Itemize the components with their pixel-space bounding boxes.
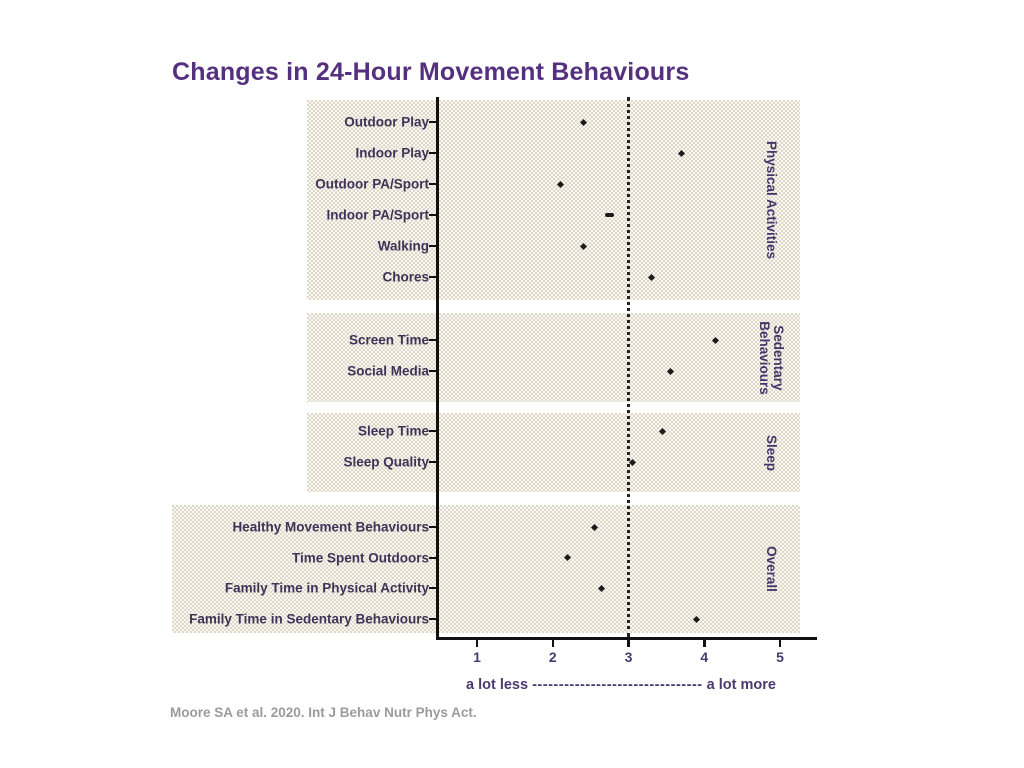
category-label: Screen Time — [348, 332, 429, 348]
category-label: Outdoor Play — [344, 114, 429, 130]
category-label: Social Media — [347, 363, 429, 379]
data-point — [605, 213, 615, 217]
y-axis-tick — [429, 245, 437, 247]
y-axis-tick — [429, 556, 437, 559]
x-axis-tick — [703, 640, 706, 647]
x-axis-note-dashes: -------------------------------- — [532, 677, 703, 693]
x-axis-tick-label: 2 — [548, 649, 557, 665]
section-label: Sleep — [764, 434, 779, 471]
x-axis-line — [436, 637, 817, 640]
y-axis-tick — [429, 121, 437, 123]
category-label: Outdoor PA/Sport — [315, 176, 429, 192]
y-axis-tick — [429, 587, 437, 590]
section-label: Overall — [764, 546, 779, 592]
chart-title: Changes in 24-Hour Movement Behaviours — [172, 58, 690, 86]
x-axis-tick-label: 4 — [700, 649, 709, 665]
citation-text: Moore SA et al. 2020. Int J Behav Nutr P… — [170, 705, 477, 720]
y-axis-tick — [429, 461, 437, 463]
y-axis-tick — [429, 430, 437, 432]
category-label: Indoor Play — [355, 145, 429, 161]
x-axis-tick-label: 1 — [473, 649, 481, 665]
category-label: Chores — [382, 269, 429, 285]
section-label: Sedentary Behaviours — [757, 320, 786, 395]
plot-band — [172, 505, 800, 633]
x-axis-tick — [627, 640, 630, 647]
plot-band — [307, 100, 800, 300]
reference-line-neutral — [627, 97, 630, 637]
plot-band — [307, 313, 800, 402]
x-axis-tick-label: 5 — [776, 649, 784, 665]
category-label: Walking — [377, 238, 429, 254]
x-axis-note-more: a lot more — [706, 677, 776, 693]
category-label: Time Spent Outdoors — [291, 550, 429, 566]
y-axis-tick — [429, 370, 437, 372]
x-axis-tick — [778, 640, 782, 647]
section-label: Physical Activities — [764, 140, 779, 260]
x-axis-tick-label: 3 — [624, 649, 633, 665]
y-axis-tick — [429, 526, 437, 528]
category-label: Family Time in Physical Activity — [224, 580, 429, 596]
y-axis-tick — [429, 183, 437, 185]
x-axis-note-less: a lot less — [466, 677, 529, 693]
plot-band — [307, 413, 800, 492]
category-label: Sleep Quality — [343, 454, 429, 470]
category-label: Family Time in Sedentary Behaviours — [189, 611, 429, 627]
y-axis-tick — [429, 214, 437, 216]
category-label: Indoor PA/Sport — [326, 207, 430, 223]
category-label: Healthy Movement Behaviours — [232, 519, 429, 535]
x-axis-note: a lot less -----------------------------… — [466, 677, 776, 693]
x-axis-tick — [475, 640, 479, 647]
y-axis-tick — [429, 339, 437, 341]
y-axis-tick — [429, 276, 437, 278]
x-axis-tick — [551, 640, 554, 647]
category-label: Sleep Time — [357, 423, 429, 439]
y-axis-tick — [429, 152, 437, 154]
y-axis-tick — [429, 618, 437, 621]
y-axis-line — [436, 97, 439, 640]
